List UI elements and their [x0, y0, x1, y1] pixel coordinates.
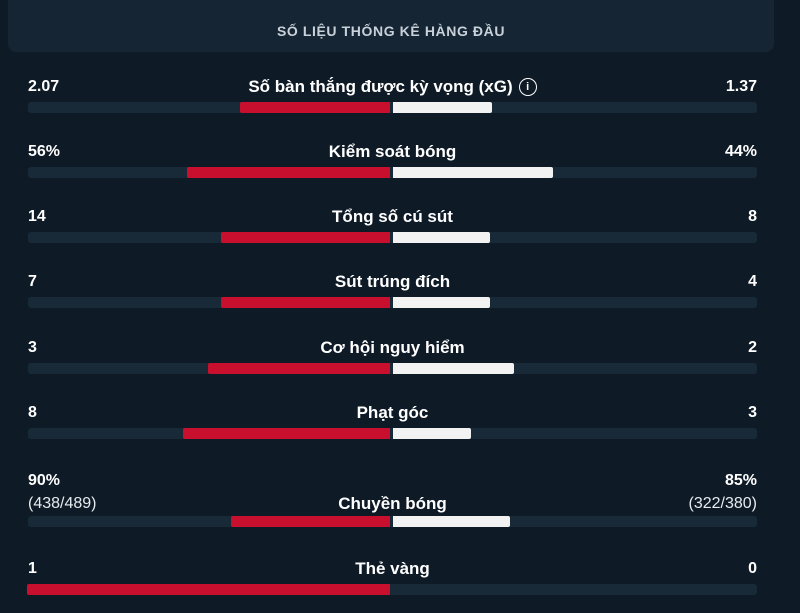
stat-bar-track [28, 167, 757, 178]
away-value: 3 [748, 404, 757, 421]
away-value: 85% [724, 472, 757, 489]
stat-label-text: Cơ hội nguy hiểm [320, 338, 465, 357]
home-bar [187, 167, 390, 178]
stat-row: 8 3 Phạt góc [28, 402, 757, 462]
stat-row: 14 8 Tổng số cú sút [28, 206, 757, 266]
stat-bar-track [27, 584, 757, 595]
away-bar [393, 167, 553, 178]
stat-label-text: Phạt góc [356, 403, 429, 422]
away-subvalue: (322/380) [688, 495, 758, 512]
stat-bar-track [28, 297, 757, 308]
stat-label: Chuyền bóng [28, 493, 757, 515]
home-bar [183, 428, 390, 439]
stat-label: Kiểm soát bóng [28, 141, 757, 163]
stat-row: 1 0 Thẻ vàng [27, 558, 757, 613]
away-bar [393, 516, 510, 527]
home-bar [221, 297, 390, 308]
away-bar [393, 297, 490, 308]
stat-bar-track [28, 516, 757, 527]
stat-bar-track [28, 428, 757, 439]
away-value: 44% [724, 143, 757, 160]
away-value: 2 [748, 339, 757, 356]
home-value: 2.07 [28, 78, 60, 95]
stat-bar-track [28, 102, 757, 113]
stats-header-title: SỐ LIỆU THỐNG KÊ HÀNG ĐẦU [276, 23, 506, 39]
stat-label-text: Thẻ vàng [355, 559, 430, 578]
home-value: 3 [28, 339, 37, 356]
home-value: 14 [28, 208, 46, 225]
stat-label: Cơ hội nguy hiểm [28, 337, 757, 359]
home-value: 7 [28, 273, 37, 290]
away-value: 4 [748, 273, 757, 290]
away-bar [393, 232, 490, 243]
stat-label: Phạt góc [28, 402, 757, 424]
away-value: 1.37 [725, 78, 757, 95]
away-value: 8 [748, 208, 757, 225]
stat-label: Số bàn thắng được kỳ vọng (xG) i [28, 76, 757, 98]
info-icon[interactable]: i [518, 78, 537, 96]
stat-row: 7 4 Sút trúng đích [28, 271, 757, 331]
home-bar [27, 584, 390, 595]
stat-bar-track [28, 232, 757, 243]
home-bar [240, 102, 390, 113]
home-bar [231, 516, 390, 527]
stat-row: 90% 85% (438/489) (322/380) Chuyền bóng [28, 470, 757, 530]
stat-row: 2.07 1.37 Số bàn thắng được kỳ vọng (xG) i [28, 76, 757, 136]
stat-row: 3 2 Cơ hội nguy hiểm [28, 337, 757, 397]
away-value: 0 [748, 560, 757, 577]
stat-row: 56% 44% Kiểm soát bóng [28, 141, 757, 201]
stat-label-text: Số bàn thắng được kỳ vọng (xG) [248, 77, 513, 96]
home-value: 1 [28, 560, 37, 577]
stats-header: SỐ LIỆU THỐNG KÊ HÀNG ĐẦU [8, 0, 774, 52]
stat-label-text: Tổng số cú sút [332, 207, 453, 226]
away-bar [393, 428, 471, 439]
stat-label: Thẻ vàng [28, 558, 757, 580]
away-bar [393, 102, 492, 113]
stat-bar-track [28, 363, 757, 374]
stat-label-text: Sút trúng đích [334, 272, 451, 291]
away-bar [393, 363, 514, 374]
stat-label: Sút trúng đích [28, 271, 757, 293]
home-value: 8 [28, 404, 37, 421]
home-bar [208, 363, 390, 374]
stat-label-text: Kiểm soát bóng [328, 142, 457, 161]
home-subvalue: (438/489) [28, 495, 97, 512]
home-bar [221, 232, 390, 243]
home-value: 90% [28, 472, 61, 489]
stat-label-text: Chuyền bóng [338, 494, 447, 513]
stat-label: Tổng số cú sút [28, 206, 757, 228]
home-value: 56% [28, 143, 61, 160]
